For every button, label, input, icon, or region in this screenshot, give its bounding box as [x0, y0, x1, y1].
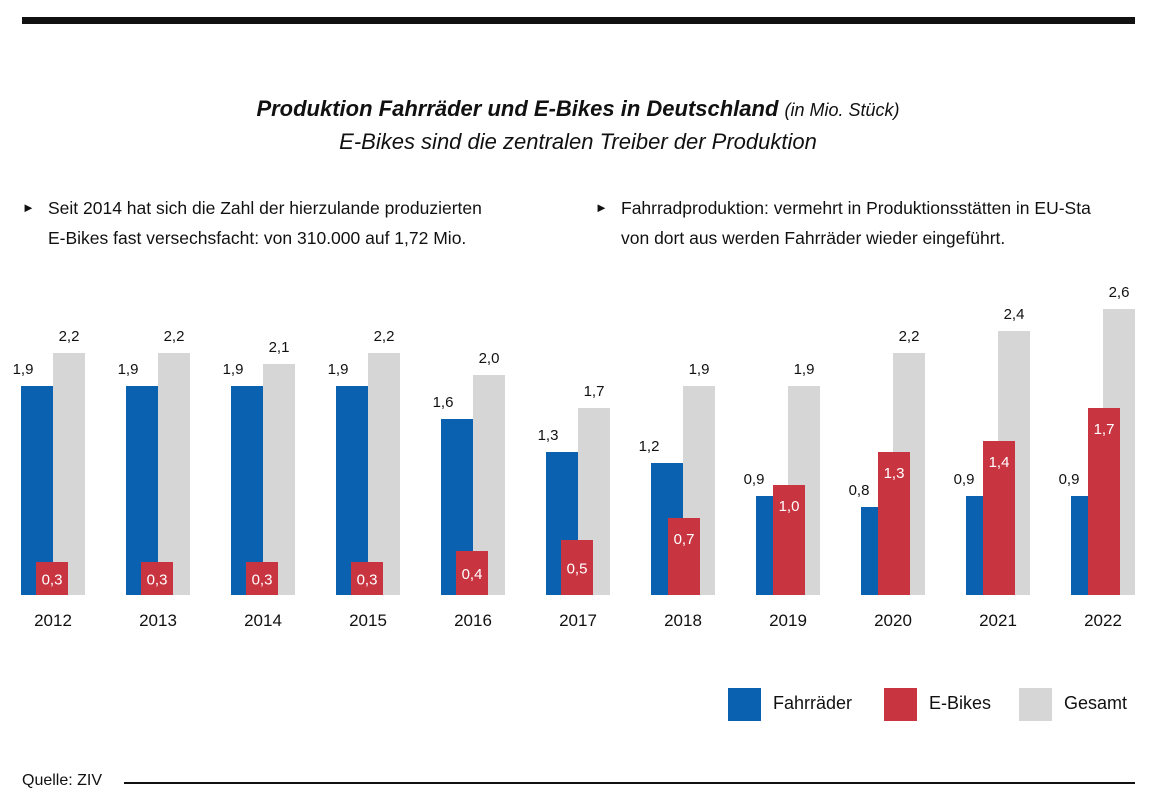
note-left-line-2: E-Bikes fast versechsfacht: von 310.000 … — [48, 228, 467, 248]
label-fahrraeder-2021: 0,9 — [954, 471, 975, 488]
tick-label-2022: 2022 — [1084, 611, 1122, 630]
chart-title-unit: (in Mio. Stück) — [784, 100, 900, 120]
tick-label-2016: 2016 — [454, 611, 492, 630]
note-right-line-1: Fahrradproduktion: vermehrt in Produktio… — [621, 198, 1091, 218]
label-ebikes-2020: 1,3 — [884, 465, 905, 482]
label-fahrraeder-2022: 0,9 — [1059, 471, 1080, 488]
tick-label-2015: 2015 — [349, 611, 387, 630]
label-ebikes-2021: 1,4 — [989, 454, 1010, 471]
chart-title-main: Produktion Fahrräder und E-Bikes in Deut… — [256, 96, 779, 121]
label-ebikes-2012: 0,3 — [42, 572, 63, 589]
label-gesamt-2021: 2,4 — [1004, 306, 1025, 323]
note-right: ► Fahrradproduktion: vermehrt in Produkt… — [595, 193, 1156, 263]
legend-label-ebikes: E-Bikes — [929, 693, 992, 713]
bar-ebikes-2018 — [668, 518, 700, 595]
tick-label-2018: 2018 — [664, 611, 702, 630]
bar-ebikes-2014 — [246, 562, 278, 595]
legend-label-fahrraeder: Fahrräder — [773, 693, 853, 713]
label-fahrraeder-2014: 1,9 — [223, 361, 244, 378]
label-fahrraeder-2020: 0,8 — [849, 482, 870, 499]
bar-fahrraeder-2012 — [21, 386, 53, 595]
label-ebikes-2017: 0,5 — [567, 561, 588, 578]
legend-item-fahrraeder: Fahrräder — [728, 688, 868, 721]
tick-label-2014: 2014 — [244, 611, 282, 630]
label-ebikes-2015: 0,3 — [357, 572, 378, 589]
bottom-rule — [124, 782, 1135, 784]
label-gesamt-2012: 2,2 — [59, 328, 80, 345]
label-ebikes-2019: 1,0 — [779, 498, 800, 515]
label-ebikes-2016: 0,4 — [462, 566, 483, 583]
bar-ebikes-2022 — [1088, 408, 1120, 595]
label-gesamt-2015: 2,2 — [374, 328, 395, 345]
triangle-right-icon: ► — [595, 200, 608, 215]
label-fahrraeder-2019: 0,9 — [744, 471, 765, 488]
bar-ebikes-2013 — [141, 562, 173, 595]
bar-ebikes-2016 — [456, 551, 488, 595]
label-gesamt-2017: 1,7 — [584, 383, 605, 400]
bar-ebikes-2015 — [351, 562, 383, 595]
legend-item-gesamt: Gesamt — [1019, 688, 1139, 721]
tick-label-2017: 2017 — [559, 611, 597, 630]
bar-gesamt-2014 — [263, 364, 295, 595]
tick-label-2019: 2019 — [769, 611, 807, 630]
note-left: ► Seit 2014 hat sich die Zahl der hierzu… — [22, 193, 582, 263]
label-gesamt-2022: 2,6 — [1109, 284, 1130, 301]
bar-fahrraeder-2014 — [231, 386, 263, 595]
bar-gesamt-2013 — [158, 353, 190, 595]
bar-fahrraeder-2013 — [126, 386, 158, 595]
bar-ebikes-2019 — [773, 485, 805, 595]
label-gesamt-2013: 2,2 — [164, 328, 185, 345]
note-left-text: Seit 2014 hat sich die Zahl der hierzula… — [48, 193, 482, 253]
tick-label-2020: 2020 — [874, 611, 912, 630]
legend-swatch-gesamt — [1019, 688, 1052, 721]
bar-gesamt-2015 — [368, 353, 400, 595]
bar-fahrraeder-2015 — [336, 386, 368, 595]
legend-label-gesamt: Gesamt — [1064, 693, 1128, 713]
source-label: Quelle: ZIV — [22, 772, 103, 789]
chart-title: Produktion Fahrräder und E-Bikes in Deut… — [0, 94, 1156, 125]
label-fahrraeder-2017: 1,3 — [538, 427, 559, 444]
label-gesamt-2018: 1,9 — [689, 361, 710, 378]
label-gesamt-2014: 2,1 — [269, 339, 290, 356]
tick-label-2013: 2013 — [139, 611, 177, 630]
note-left-line-1: Seit 2014 hat sich die Zahl der hierzula… — [48, 198, 482, 218]
bar-ebikes-2021 — [983, 441, 1015, 595]
label-gesamt-2019: 1,9 — [794, 361, 815, 378]
triangle-right-icon: ► — [22, 200, 35, 215]
bar-gesamt-2012 — [53, 353, 85, 595]
label-fahrraeder-2018: 1,2 — [639, 438, 660, 455]
label-gesamt-2016: 2,0 — [479, 350, 500, 367]
label-fahrraeder-2016: 1,6 — [433, 394, 454, 411]
top-rule — [22, 17, 1135, 24]
tick-label-2012: 2012 — [34, 611, 72, 630]
note-right-line-2: von dort aus werden Fahrräder wieder ein… — [621, 228, 1006, 248]
bar-ebikes-2020 — [878, 452, 910, 595]
label-ebikes-2014: 0,3 — [252, 572, 273, 589]
label-ebikes-2013: 0,3 — [147, 572, 168, 589]
label-fahrraeder-2015: 1,9 — [328, 361, 349, 378]
chart-subtitle: E-Bikes sind die zentralen Treiber der P… — [339, 129, 817, 154]
legend-item-ebikes: E-Bikes — [884, 688, 1004, 721]
bar-ebikes-2012 — [36, 562, 68, 595]
legend-swatch-fahrraeder — [728, 688, 761, 721]
label-ebikes-2022: 1,7 — [1094, 421, 1115, 438]
bar-ebikes-2017 — [561, 540, 593, 595]
legend-swatch-ebikes — [884, 688, 917, 721]
label-ebikes-2018: 0,7 — [674, 531, 695, 548]
tick-label-2021: 2021 — [979, 611, 1017, 630]
label-fahrraeder-2013: 1,9 — [118, 361, 139, 378]
label-fahrraeder-2012: 1,9 — [13, 361, 34, 378]
label-gesamt-2020: 2,2 — [899, 328, 920, 345]
note-right-text: Fahrradproduktion: vermehrt in Produktio… — [621, 193, 1091, 253]
